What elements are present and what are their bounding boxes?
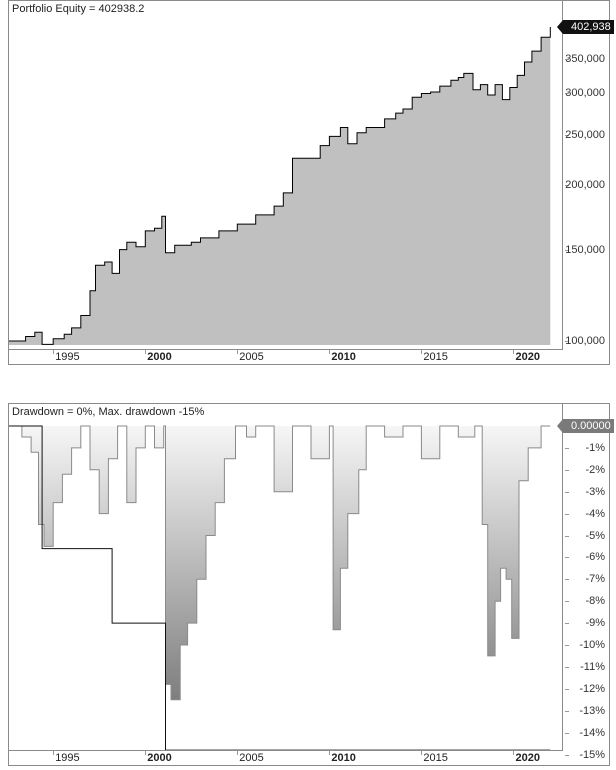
equity-title: Portfolio Equity = 402938.2 <box>12 3 145 15</box>
y-tick-label: -1% <box>585 441 605 454</box>
y-tick <box>565 58 569 60</box>
x-tick <box>237 350 239 354</box>
current-drawdown-tag: 0.00000 <box>557 419 614 433</box>
x-tick <box>237 751 239 755</box>
x-tick <box>421 751 423 755</box>
equity-x-axis: 1995 2000 2005 2010 2015 2020 <box>9 349 563 364</box>
x-tick <box>513 350 515 354</box>
y-tick-label: 100,000 <box>565 335 605 347</box>
drawdown-plot-area: Drawdown = 0%, Max. drawdown -15% 1995 20… <box>9 404 563 765</box>
y-tick-label: -6% <box>585 551 605 564</box>
y-tick <box>565 623 569 625</box>
y-tick-label: -14% <box>579 726 605 739</box>
x-tick <box>145 751 147 755</box>
y-tick-label: 350,000 <box>565 52 605 65</box>
y-tick-label: -2% <box>585 463 605 476</box>
y-tick-label: -10% <box>579 639 605 651</box>
y-tick <box>565 579 569 581</box>
x-tick-label-2015: 2015 <box>423 752 448 764</box>
x-tick-label-2010: 2010 <box>331 752 356 764</box>
x-tick-label-2010: 2010 <box>331 351 356 363</box>
x-tick <box>53 350 55 354</box>
y-tick-label: 200,000 <box>565 178 605 191</box>
y-tick <box>565 469 569 471</box>
y-tick-label: -3% <box>585 485 605 498</box>
y-tick <box>565 249 569 251</box>
y-tick <box>565 535 569 537</box>
drawdown-curve <box>9 425 551 751</box>
x-tick <box>329 350 331 354</box>
y-tick-label: 250,000 <box>565 128 605 141</box>
drawdown-chart-panel: Drawdown = 0%, Max. drawdown -15% 1995 20… <box>8 403 614 766</box>
y-tick <box>565 447 569 449</box>
y-tick-label: -7% <box>585 573 605 586</box>
x-tick <box>53 751 55 755</box>
y-tick-label: -11% <box>580 660 605 673</box>
x-tick <box>421 350 423 354</box>
y-tick-label: -8% <box>585 595 605 608</box>
y-tick <box>565 341 569 342</box>
equity-plot-area: Portfolio Equity = 402938.2 1995 2000 2005… <box>9 1 563 364</box>
x-tick-label-2015: 2015 <box>423 351 448 363</box>
y-tick <box>565 557 569 559</box>
x-tick <box>513 751 515 755</box>
y-tick <box>565 645 569 646</box>
y-tick-label: 300,000 <box>565 87 605 100</box>
y-tick-label: -5% <box>585 529 605 542</box>
x-tick-label-2000: 2000 <box>147 351 172 363</box>
x-tick <box>145 350 147 354</box>
drawdown-x-axis: 1995 2000 2005 2010 2015 2020 <box>9 750 563 765</box>
x-tick-label-2005: 2005 <box>239 351 264 363</box>
equity-curve <box>9 27 551 345</box>
y-tick-label: -12% <box>579 682 605 695</box>
equity-chart-panel: Portfolio Equity = 402938.2 1995 2000 2005… <box>8 0 614 365</box>
x-tick-label-1995: 1995 <box>55 752 80 764</box>
x-tick-label-2005: 2005 <box>239 752 264 764</box>
y-tick <box>565 732 569 734</box>
y-tick <box>565 601 569 603</box>
equity-y-axis: 402,938 100,000 150,000 200,000 250,000 300,… <box>557 1 614 364</box>
y-tick <box>565 666 569 668</box>
drawdown-title: Drawdown = 0%, Max. drawdown -15% <box>12 406 205 418</box>
y-tick-label: -9% <box>585 617 605 630</box>
drawdown-y-axis: 0.00000 -1% -2% -3% -4% -5% -6% -7% -8% -9% -10% -… <box>557 404 614 765</box>
x-tick-label-1995: 1995 <box>55 351 80 363</box>
y-tick <box>565 710 569 712</box>
y-tick-label: 150,000 <box>565 243 605 256</box>
y-tick <box>565 134 569 136</box>
y-tick <box>565 688 569 690</box>
x-tick <box>329 751 331 755</box>
x-tick-label-2000: 2000 <box>147 752 172 764</box>
x-tick-label-2020: 2020 <box>515 351 540 363</box>
y-tick <box>565 513 569 515</box>
y-tick <box>565 491 569 493</box>
y-tick-label: -13% <box>579 704 605 717</box>
y-tick <box>565 754 569 756</box>
x-tick-label-2020: 2020 <box>515 752 540 764</box>
current-equity-tag: 402,938 <box>557 20 614 34</box>
y-tick-label: -15% <box>579 748 605 761</box>
y-tick <box>565 184 569 186</box>
y-tick <box>565 93 569 95</box>
y-tick-label: -4% <box>585 507 605 520</box>
